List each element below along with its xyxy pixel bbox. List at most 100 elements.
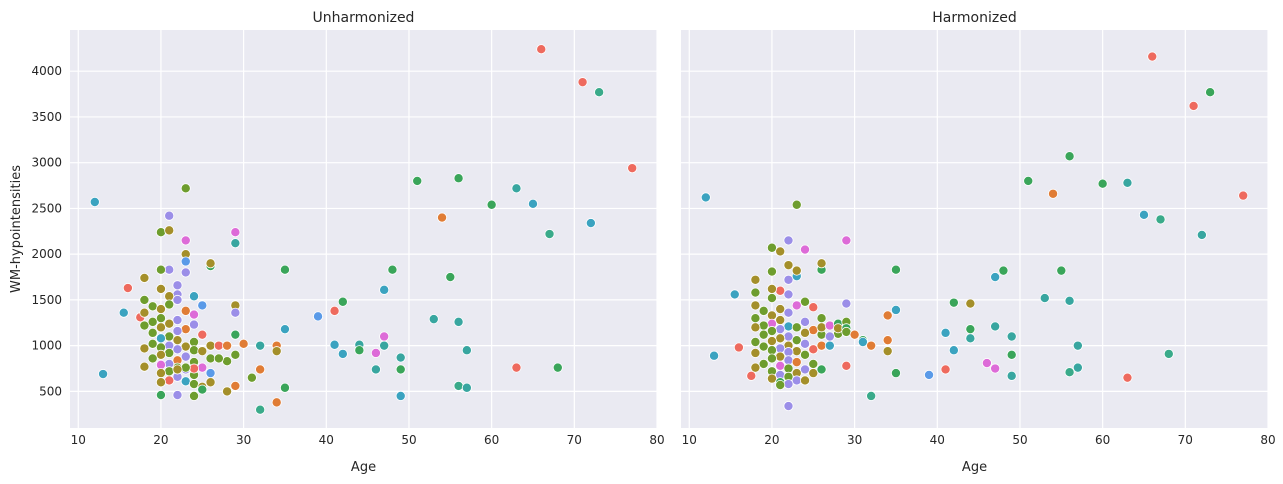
data-point bbox=[783, 289, 794, 300]
data-point bbox=[155, 390, 166, 401]
x-tick-label: 40 bbox=[930, 433, 945, 447]
data-point bbox=[766, 336, 777, 347]
data-point bbox=[783, 260, 794, 271]
data-point bbox=[791, 346, 802, 357]
y-axis-label: WM-hypointensities bbox=[9, 165, 24, 293]
y-tick-label: 500 bbox=[39, 384, 62, 398]
data-point bbox=[808, 368, 819, 379]
data-point bbox=[766, 353, 777, 364]
data-point bbox=[775, 285, 786, 296]
data-point bbox=[453, 380, 464, 391]
data-point bbox=[816, 313, 827, 324]
data-point bbox=[729, 289, 740, 300]
data-point bbox=[412, 175, 423, 186]
data-point bbox=[824, 340, 835, 351]
data-point bbox=[882, 335, 893, 346]
data-point bbox=[775, 315, 786, 326]
data-point bbox=[387, 264, 398, 275]
data-point bbox=[750, 347, 761, 358]
data-point bbox=[758, 358, 769, 369]
x-tick-label: 80 bbox=[1260, 433, 1275, 447]
data-point bbox=[453, 173, 464, 184]
data-point bbox=[890, 304, 901, 315]
data-point bbox=[808, 325, 819, 336]
data-point bbox=[189, 379, 200, 390]
data-point bbox=[205, 377, 216, 388]
panel-harmonized: 10 20 30 40 50 60 70 80 Harmonized Age bbox=[681, 10, 1276, 475]
data-point bbox=[816, 322, 827, 333]
data-point bbox=[197, 300, 208, 311]
data-point bbox=[1122, 177, 1133, 188]
data-point bbox=[1205, 87, 1216, 98]
data-point bbox=[313, 311, 324, 322]
data-point bbox=[337, 296, 348, 307]
data-point bbox=[833, 323, 844, 334]
data-point bbox=[1188, 100, 1199, 111]
data-point bbox=[1155, 214, 1166, 225]
data-point bbox=[279, 264, 290, 275]
data-point bbox=[230, 380, 241, 391]
data-point bbox=[222, 340, 233, 351]
data-point bbox=[775, 333, 786, 344]
data-point bbox=[428, 314, 439, 325]
scatter-points bbox=[89, 44, 638, 415]
data-point bbox=[824, 320, 835, 331]
data-point bbox=[197, 362, 208, 373]
data-point bbox=[172, 315, 183, 326]
data-point bbox=[189, 319, 200, 330]
data-point bbox=[750, 362, 761, 373]
data-point bbox=[189, 291, 200, 302]
data-point bbox=[164, 264, 175, 275]
data-point bbox=[791, 199, 802, 210]
data-point bbox=[155, 304, 166, 315]
data-point bbox=[189, 336, 200, 347]
data-point bbox=[965, 298, 976, 309]
x-tick-label: 10 bbox=[682, 433, 697, 447]
y-tick-label: 1500 bbox=[31, 293, 62, 307]
data-point bbox=[940, 327, 951, 338]
y-tick-label: 2500 bbox=[31, 201, 62, 215]
data-point bbox=[791, 335, 802, 346]
data-point bbox=[527, 198, 538, 209]
data-point bbox=[329, 305, 340, 316]
data-point bbox=[164, 299, 175, 310]
data-point bbox=[180, 235, 191, 246]
x-tick-label: 70 bbox=[1178, 433, 1193, 447]
data-point bbox=[197, 384, 208, 395]
x-tick-label: 60 bbox=[1095, 433, 1110, 447]
scatter-points bbox=[700, 51, 1249, 412]
data-point bbox=[118, 307, 129, 318]
data-point bbox=[155, 313, 166, 324]
data-point bbox=[197, 346, 208, 357]
data-point bbox=[180, 351, 191, 362]
data-point bbox=[791, 322, 802, 333]
data-point bbox=[808, 358, 819, 369]
data-point bbox=[172, 344, 183, 355]
data-point bbox=[849, 329, 860, 340]
data-point bbox=[841, 298, 852, 309]
data-point bbox=[164, 225, 175, 236]
data-point bbox=[791, 375, 802, 386]
data-point bbox=[536, 44, 547, 55]
data-point bbox=[700, 192, 711, 203]
data-point bbox=[709, 350, 720, 361]
data-point bbox=[766, 242, 777, 253]
data-point bbox=[155, 377, 166, 388]
x-axis-label: Age bbox=[962, 460, 987, 475]
data-point bbox=[800, 338, 811, 349]
data-point bbox=[453, 316, 464, 327]
data-point bbox=[205, 368, 216, 379]
data-point bbox=[271, 397, 282, 408]
y-tick-label: 3000 bbox=[31, 156, 62, 170]
y-tick-label: 2000 bbox=[31, 247, 62, 261]
data-point bbox=[1064, 367, 1075, 378]
data-point bbox=[791, 265, 802, 276]
data-point bbox=[783, 274, 794, 285]
data-point bbox=[164, 210, 175, 221]
data-point bbox=[775, 379, 786, 390]
data-point bbox=[230, 329, 241, 340]
y-tick-label: 3500 bbox=[31, 110, 62, 124]
data-point bbox=[544, 229, 555, 240]
data-point bbox=[750, 336, 761, 347]
data-point bbox=[1006, 370, 1017, 381]
